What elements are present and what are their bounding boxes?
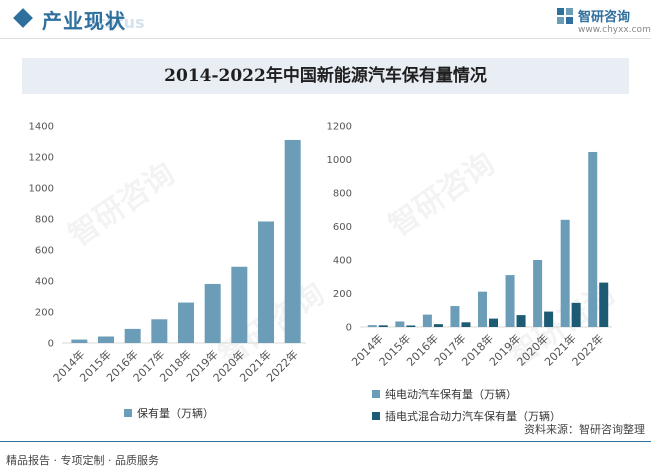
bar-1-s1-2021年 <box>258 221 274 343</box>
y-tick-label: 1000 <box>327 155 352 166</box>
bar-1-s1-2016年 <box>124 328 141 343</box>
header: Status 产业现状 智研咨询 www.chyxx.com <box>0 0 651 39</box>
y-tick-label: 200 <box>35 308 54 319</box>
bar-2-s1-2018年 <box>478 291 487 327</box>
bar-2-s1-2014年 <box>367 325 377 327</box>
bar-2-s2-2018年 <box>489 318 498 327</box>
bar-2-s1-2020年 <box>533 260 543 327</box>
bar-2-s2-2015年 <box>406 325 416 327</box>
y-tick-label: 0 <box>48 339 54 350</box>
y-tick-label: 1400 <box>29 122 54 133</box>
bar-2-s1-2016年 <box>422 314 432 327</box>
legend-swatch <box>124 409 132 417</box>
y-tick-label: 400 <box>333 256 352 267</box>
bar-1-s1-2014年 <box>71 339 88 343</box>
legend-label: 插电式混合动力汽车保有量（万辆） <box>385 409 561 423</box>
footer-divider <box>0 441 651 442</box>
legend-swatch <box>372 412 380 420</box>
y-tick-label: 1200 <box>29 153 54 164</box>
y-tick-label: 800 <box>35 215 54 226</box>
bar-2-s1-2021年 <box>560 219 570 327</box>
y-tick-label: 1200 <box>327 122 352 133</box>
brand-name: 智研咨询 <box>578 10 631 25</box>
bar-2-s1-2015年 <box>395 321 405 327</box>
y-tick-label: 200 <box>333 289 352 300</box>
legend-swatch <box>372 390 380 398</box>
bar-1-s1-2022年 <box>284 139 301 343</box>
y-tick-label: 0 <box>346 323 352 334</box>
bar-1-s1-2015年 <box>98 336 114 343</box>
y-tick-label: 600 <box>35 246 54 257</box>
bar-2-s1-2017年 <box>450 306 460 327</box>
y-tick-label: 400 <box>35 277 54 288</box>
header-ghost-text: Status <box>86 13 145 32</box>
brand-url: www.chyxx.com <box>578 25 651 35</box>
bar-1-s1-2018年 <box>178 302 194 343</box>
bar-2-s2-2020年 <box>544 311 554 327</box>
source-note: 资料来源：智研咨询整理 <box>524 423 645 436</box>
chart-title: 2014-2022年中国新能源汽车保有量情况 <box>164 66 487 86</box>
bar-2-s1-2019年 <box>505 275 515 327</box>
brand-logo-icon <box>557 8 573 24</box>
bar-2-s1-2022年 <box>588 151 598 327</box>
bar-1-s1-2020年 <box>231 266 248 343</box>
bar-1-s1-2019年 <box>204 283 221 343</box>
bar-2-s2-2019年 <box>516 315 526 327</box>
bar-2-s2-2022年 <box>599 282 609 327</box>
legend-label: 保有量（万辆） <box>137 406 214 420</box>
bar-2-s2-2016年 <box>433 324 443 327</box>
legend-label: 纯电动汽车保有量（万辆） <box>385 387 517 401</box>
footer-tagline: 精品报告 · 专项定制 · 品质服务 <box>6 454 159 467</box>
bar-1-s1-2017年 <box>151 319 168 343</box>
footer: 精品报告 · 专项定制 · 品质服务 <box>0 441 651 470</box>
y-tick-label: 800 <box>333 189 352 200</box>
bar-2-s2-2014年 <box>378 325 388 327</box>
header-divider <box>0 38 651 39</box>
page-title: 产业现状 <box>42 9 126 33</box>
y-tick-label: 600 <box>333 222 352 233</box>
bar-2-s2-2017年 <box>461 322 471 327</box>
y-tick-label: 1000 <box>29 184 54 195</box>
bar-2-s2-2021年 <box>571 302 581 327</box>
chart-title-band: 2014-2022年中国新能源汽车保有量情况 <box>22 58 629 94</box>
